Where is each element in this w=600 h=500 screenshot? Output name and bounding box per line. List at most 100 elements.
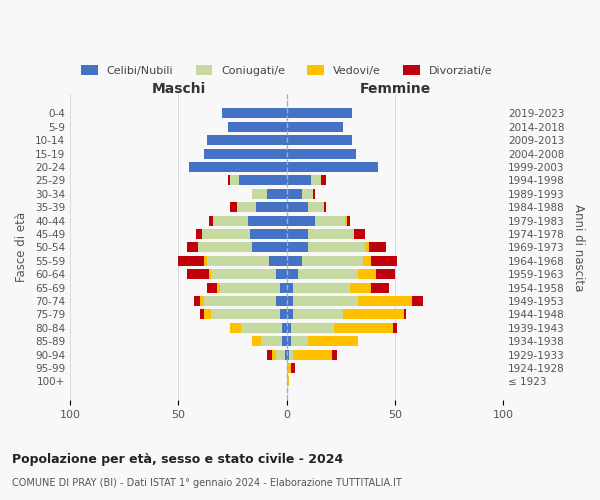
Bar bbox=[276, 350, 284, 360]
Bar bbox=[334, 322, 393, 333]
Bar bbox=[267, 189, 287, 199]
Y-axis label: Fasce di età: Fasce di età bbox=[15, 212, 28, 282]
Bar bbox=[322, 176, 326, 186]
Bar bbox=[206, 282, 217, 292]
Bar bbox=[250, 229, 287, 239]
Bar bbox=[287, 350, 289, 360]
Bar bbox=[371, 256, 397, 266]
Bar bbox=[287, 216, 315, 226]
Bar bbox=[209, 269, 211, 279]
Bar bbox=[343, 310, 404, 320]
Bar bbox=[287, 310, 293, 320]
Bar bbox=[287, 363, 291, 373]
Bar bbox=[209, 216, 213, 226]
Bar bbox=[272, 350, 276, 360]
Bar bbox=[376, 269, 395, 279]
Bar bbox=[308, 336, 358, 346]
Bar bbox=[230, 176, 239, 186]
Bar bbox=[287, 189, 302, 199]
Bar bbox=[280, 310, 287, 320]
Bar bbox=[205, 310, 211, 320]
Bar bbox=[205, 148, 287, 158]
Bar bbox=[308, 229, 354, 239]
Bar bbox=[302, 256, 362, 266]
Bar bbox=[287, 162, 378, 172]
Bar bbox=[293, 310, 343, 320]
Bar bbox=[369, 242, 386, 252]
Bar bbox=[187, 242, 198, 252]
Bar bbox=[248, 216, 287, 226]
Bar bbox=[287, 122, 343, 132]
Bar bbox=[280, 282, 287, 292]
Bar bbox=[287, 176, 311, 186]
Bar bbox=[298, 269, 358, 279]
Bar bbox=[347, 216, 350, 226]
Bar bbox=[293, 350, 332, 360]
Bar bbox=[213, 216, 248, 226]
Bar bbox=[217, 282, 220, 292]
Bar bbox=[302, 189, 313, 199]
Bar bbox=[202, 229, 250, 239]
Bar bbox=[228, 176, 230, 186]
Bar bbox=[198, 242, 252, 252]
Bar bbox=[287, 322, 291, 333]
Bar bbox=[283, 322, 287, 333]
Bar bbox=[287, 202, 308, 212]
Bar bbox=[287, 148, 356, 158]
Bar bbox=[287, 135, 352, 145]
Bar bbox=[200, 296, 205, 306]
Bar bbox=[287, 256, 302, 266]
Bar bbox=[194, 296, 200, 306]
Bar bbox=[358, 269, 376, 279]
Bar bbox=[283, 336, 287, 346]
Bar bbox=[230, 202, 237, 212]
Bar bbox=[196, 229, 202, 239]
Bar bbox=[393, 322, 397, 333]
Bar bbox=[287, 282, 293, 292]
Bar bbox=[230, 322, 241, 333]
Bar bbox=[276, 269, 287, 279]
Bar bbox=[315, 216, 345, 226]
Text: Maschi: Maschi bbox=[151, 82, 206, 96]
Bar bbox=[354, 229, 365, 239]
Bar bbox=[287, 242, 308, 252]
Bar bbox=[311, 176, 322, 186]
Bar bbox=[287, 269, 298, 279]
Text: Femmine: Femmine bbox=[359, 82, 431, 96]
Bar bbox=[205, 296, 276, 306]
Bar bbox=[211, 269, 276, 279]
Bar bbox=[358, 296, 412, 306]
Bar bbox=[222, 108, 287, 118]
Bar bbox=[287, 108, 352, 118]
Bar bbox=[228, 122, 287, 132]
Bar bbox=[237, 202, 256, 212]
Bar bbox=[241, 322, 283, 333]
Bar bbox=[350, 282, 371, 292]
Bar bbox=[239, 176, 287, 186]
Bar bbox=[323, 202, 326, 212]
Bar bbox=[276, 296, 287, 306]
Bar bbox=[211, 310, 280, 320]
Bar bbox=[404, 310, 406, 320]
Bar bbox=[308, 202, 323, 212]
Bar bbox=[287, 229, 308, 239]
Y-axis label: Anni di nascita: Anni di nascita bbox=[572, 204, 585, 291]
Bar bbox=[187, 269, 209, 279]
Bar bbox=[269, 256, 287, 266]
Bar bbox=[267, 350, 272, 360]
Bar bbox=[291, 322, 334, 333]
Bar bbox=[287, 376, 289, 386]
Bar bbox=[206, 135, 287, 145]
Bar bbox=[291, 363, 295, 373]
Bar bbox=[293, 282, 350, 292]
Bar bbox=[287, 336, 291, 346]
Bar bbox=[293, 296, 358, 306]
Bar bbox=[220, 282, 280, 292]
Bar bbox=[284, 350, 287, 360]
Bar bbox=[371, 282, 389, 292]
Bar bbox=[362, 256, 371, 266]
Bar bbox=[178, 256, 205, 266]
Bar bbox=[206, 256, 269, 266]
Bar bbox=[261, 336, 283, 346]
Bar bbox=[189, 162, 287, 172]
